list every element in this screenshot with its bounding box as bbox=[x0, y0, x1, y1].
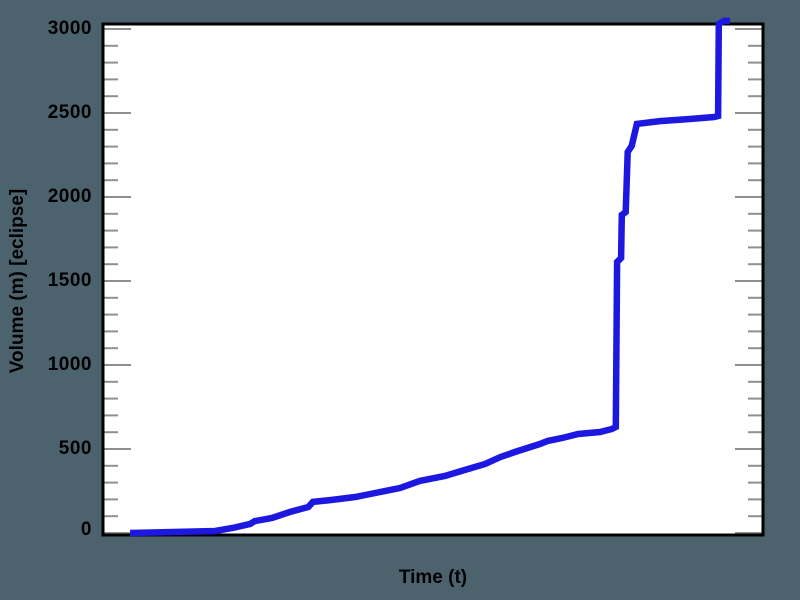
plot-area bbox=[103, 24, 763, 535]
x-axis-label: Time (t) bbox=[398, 567, 468, 588]
y-tick-label: 0 bbox=[80, 519, 92, 540]
data-line-cumulative-volume bbox=[130, 17, 730, 537]
y-tick-label: 1000 bbox=[47, 354, 92, 375]
y-tick-label: 1500 bbox=[47, 270, 92, 291]
axes-border bbox=[101, 22, 765, 537]
y-tick-label: 2000 bbox=[47, 186, 92, 207]
y-tick-label: 500 bbox=[58, 438, 92, 459]
y-axis-label: Volume (m) [eclipse] bbox=[7, 188, 28, 374]
y-tick-label: 3000 bbox=[47, 18, 92, 39]
y-tick-label: 2500 bbox=[47, 102, 92, 123]
